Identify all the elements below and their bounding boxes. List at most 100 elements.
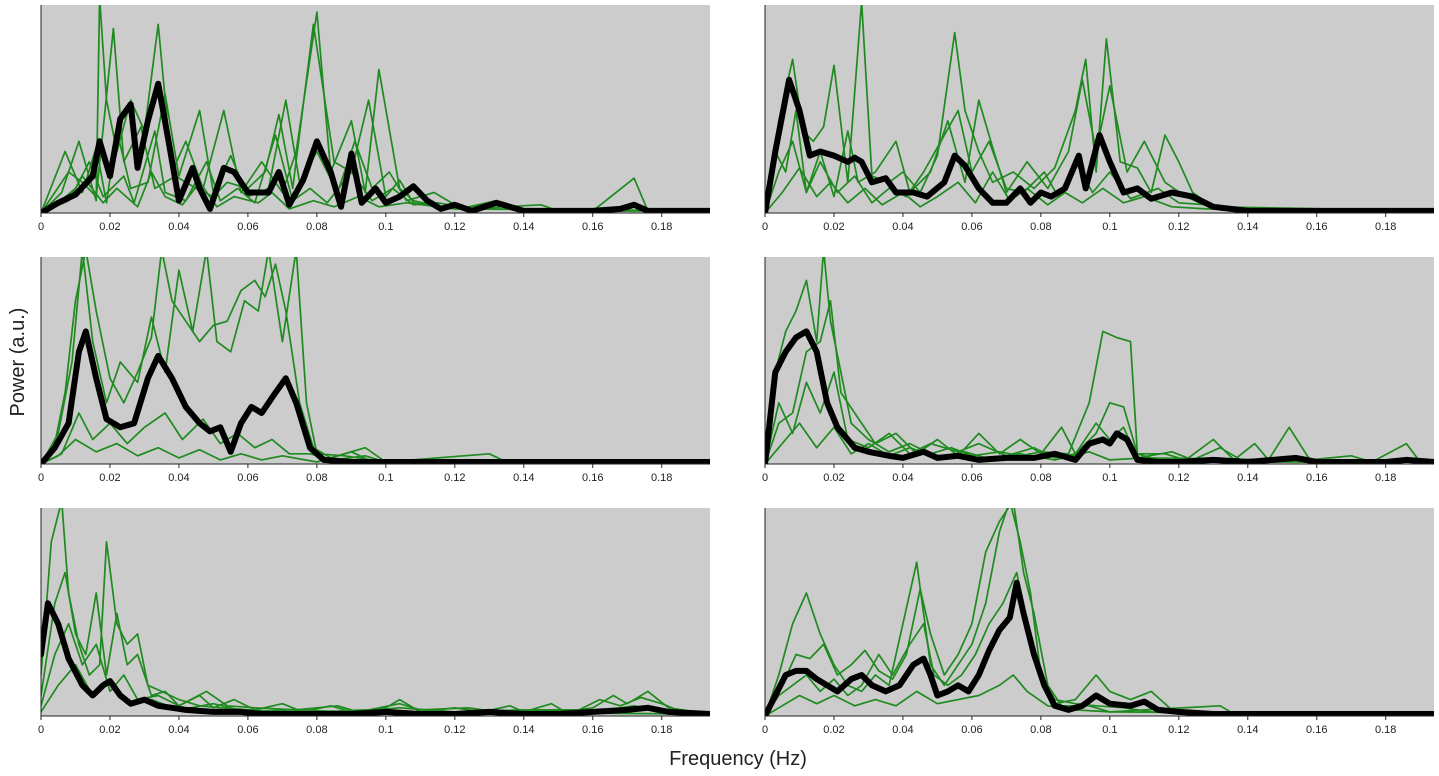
chart-panel-1: 0 0.02 0.04 0.06 0.08 0.1 0.12 0.14 0.16 0.18 (38, 5, 710, 233)
x-tick-label: 0.18 (651, 221, 672, 233)
individual-power-line (765, 508, 1434, 716)
x-tick-label: 0.16 (582, 724, 603, 736)
x-tick-label: 0.04 (892, 221, 913, 233)
plot-area (41, 5, 710, 213)
x-tick-label: 0.12 (1168, 472, 1189, 484)
x-tick-label: 0.06 (961, 472, 982, 484)
x-tick-label: 0.06 (237, 724, 258, 736)
series-group (765, 257, 1434, 464)
x-tick-label: 0.02 (823, 472, 844, 484)
x-axis-title: Frequency (Hz) (669, 748, 807, 770)
individual-power-line (765, 674, 1434, 716)
series-group (41, 508, 710, 716)
x-tick-label: 0.18 (1375, 724, 1396, 736)
x-tick-label: 0.08 (306, 472, 327, 484)
x-tick-label: 0.18 (1375, 221, 1396, 233)
chart-panel-3: 0 0.02 0.04 0.06 0.08 0.1 0.12 0.14 0.16 0.18 (38, 257, 710, 484)
x-tick-label: 0.12 (444, 221, 465, 233)
mean-power-line (41, 80, 710, 213)
x-tick-label: 0.18 (651, 472, 672, 484)
x-tick-label: 0.14 (1237, 221, 1258, 233)
x-tick-label: 0.02 (99, 221, 120, 233)
x-tick-label: 0 (38, 472, 44, 484)
x-tick-label: 0.1 (378, 724, 393, 736)
x-tick-label: 0.06 (961, 724, 982, 736)
mean-power-line (765, 579, 1434, 716)
series-group (41, 5, 710, 213)
individual-power-line (41, 171, 710, 213)
mean-power-line (41, 600, 710, 716)
x-tick-label: 0.16 (582, 472, 603, 484)
chart-panel-5: 0 0.02 0.04 0.06 0.08 0.1 0.12 0.14 0.16 0.18 (38, 508, 710, 736)
x-tick-label: 0.06 (237, 472, 258, 484)
x-tick-label: 0 (38, 221, 44, 233)
x-tick-label: 0.04 (168, 221, 189, 233)
x-tick-label: 0.08 (1030, 724, 1051, 736)
x-tick-label: 0.08 (306, 724, 327, 736)
plot-area (765, 5, 1434, 213)
individual-power-line (765, 78, 1434, 213)
series-group (765, 508, 1434, 716)
x-tick-label: 0.14 (513, 472, 534, 484)
x-tick-label: 0.18 (1375, 472, 1396, 484)
x-tick-label: 0.14 (513, 221, 534, 233)
individual-power-line (765, 257, 1434, 464)
x-tick-label: 0.02 (823, 724, 844, 736)
mean-power-line (765, 76, 1434, 213)
individual-power-line (41, 438, 710, 464)
series-group (41, 257, 710, 464)
x-tick-label: 0.02 (823, 221, 844, 233)
x-tick-label: 0.14 (513, 724, 534, 736)
x-tick-label: 0.1 (1102, 724, 1117, 736)
x-tick-label: 0 (38, 724, 44, 736)
mean-power-line (765, 328, 1434, 464)
x-tick-label: 0 (762, 724, 768, 736)
individual-power-line (765, 299, 1434, 464)
chart-panel-4: 0 0.02 0.04 0.06 0.08 0.1 0.12 0.14 0.16 0.18 (762, 257, 1434, 484)
x-tick-label: 0 (762, 221, 768, 233)
x-tick-label: 0.12 (444, 724, 465, 736)
individual-power-line (765, 167, 1434, 213)
x-tick-label: 0.1 (1102, 221, 1117, 233)
x-tick-label: 0.04 (892, 724, 913, 736)
y-axis-title: Power (a.u.) (7, 308, 29, 417)
plot-area (765, 508, 1434, 716)
individual-power-line (765, 371, 1434, 464)
x-tick-label: 0.04 (892, 472, 913, 484)
x-tick-label: 0.12 (1168, 221, 1189, 233)
x-tick-label: 0.06 (237, 221, 258, 233)
individual-power-line (41, 257, 710, 464)
chart-panel-2: 0 0.02 0.04 0.06 0.08 0.1 0.12 0.14 0.16 0.18 (762, 5, 1434, 233)
mean-power-line (41, 328, 710, 464)
x-tick-label: 0.08 (1030, 472, 1051, 484)
x-tick-label: 0.04 (168, 472, 189, 484)
x-tick-label: 0.06 (961, 221, 982, 233)
x-tick-label: 0.16 (1306, 724, 1327, 736)
x-tick-label: 0.16 (1306, 221, 1327, 233)
series-group (765, 5, 1434, 213)
x-tick-label: 0.16 (1306, 472, 1327, 484)
plot-area (41, 257, 710, 464)
x-tick-label: 0.04 (168, 724, 189, 736)
individual-power-line (41, 412, 710, 464)
chart-panel-6: 0 0.02 0.04 0.06 0.08 0.1 0.12 0.14 0.16 0.18 (762, 508, 1434, 736)
plot-area (765, 257, 1434, 464)
individual-power-line (41, 622, 710, 715)
x-tick-label: 0.14 (1237, 724, 1258, 736)
x-tick-label: 0.12 (444, 472, 465, 484)
x-tick-label: 0.1 (378, 221, 393, 233)
x-tick-label: 0.14 (1237, 472, 1258, 484)
x-tick-label: 0.12 (1168, 724, 1189, 736)
panels-group: 0 0.02 0.04 0.06 0.08 0.1 0.12 0.14 0.16 0.18 0 0.0… (38, 5, 1434, 736)
individual-power-line (765, 508, 1434, 716)
x-tick-label: 0.1 (378, 472, 393, 484)
x-tick-label: 0.02 (99, 472, 120, 484)
individual-power-line (41, 257, 710, 464)
x-tick-label: 0.02 (99, 724, 120, 736)
x-tick-label: 0.1 (1102, 472, 1117, 484)
x-tick-label: 0 (762, 472, 768, 484)
plot-area (41, 508, 710, 716)
x-tick-label: 0.16 (582, 221, 603, 233)
x-tick-label: 0.08 (1030, 221, 1051, 233)
x-tick-label: 0.18 (651, 724, 672, 736)
